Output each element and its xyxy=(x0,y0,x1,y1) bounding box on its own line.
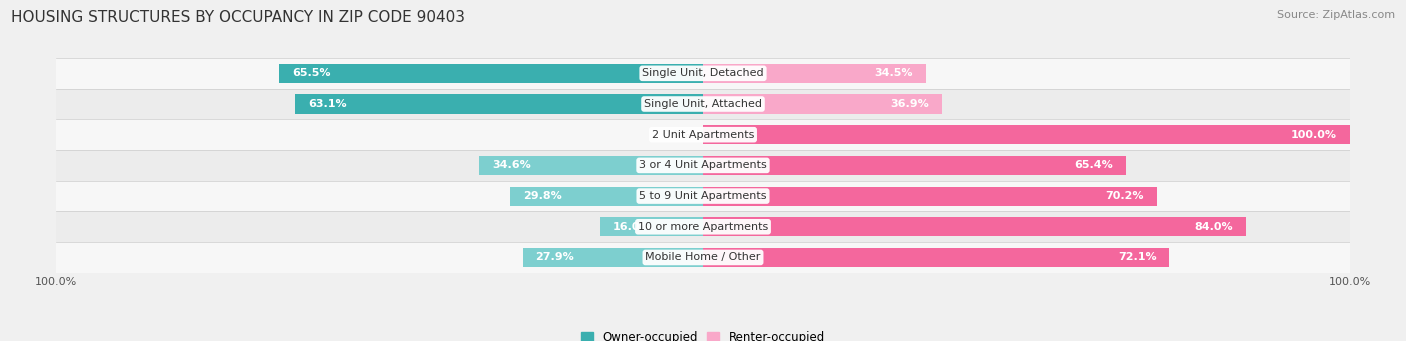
Text: 10 or more Apartments: 10 or more Apartments xyxy=(638,222,768,232)
Bar xyxy=(703,125,1350,144)
Text: 65.4%: 65.4% xyxy=(1074,160,1114,170)
Bar xyxy=(56,181,1350,211)
Bar xyxy=(295,94,703,114)
Text: 2 Unit Apartments: 2 Unit Apartments xyxy=(652,130,754,140)
Text: 3 or 4 Unit Apartments: 3 or 4 Unit Apartments xyxy=(640,160,766,170)
Bar xyxy=(703,94,942,114)
Text: 0.0%: 0.0% xyxy=(662,130,690,140)
Text: 65.5%: 65.5% xyxy=(292,68,330,78)
Bar xyxy=(56,58,1350,89)
Text: 29.8%: 29.8% xyxy=(523,191,562,201)
Text: 16.0%: 16.0% xyxy=(613,222,651,232)
Text: 70.2%: 70.2% xyxy=(1105,191,1144,201)
Text: HOUSING STRUCTURES BY OCCUPANCY IN ZIP CODE 90403: HOUSING STRUCTURES BY OCCUPANCY IN ZIP C… xyxy=(11,10,465,25)
Text: Single Unit, Attached: Single Unit, Attached xyxy=(644,99,762,109)
Bar xyxy=(703,187,1157,206)
Bar xyxy=(56,150,1350,181)
Text: Source: ZipAtlas.com: Source: ZipAtlas.com xyxy=(1277,10,1395,20)
Bar xyxy=(56,89,1350,119)
Text: 100.0%: 100.0% xyxy=(1291,130,1337,140)
Bar xyxy=(479,156,703,175)
Text: 36.9%: 36.9% xyxy=(890,99,929,109)
Text: 34.5%: 34.5% xyxy=(875,68,914,78)
Bar xyxy=(56,242,1350,273)
Bar xyxy=(56,211,1350,242)
Text: 72.1%: 72.1% xyxy=(1118,252,1156,263)
Bar xyxy=(510,187,703,206)
Bar xyxy=(280,64,703,83)
Bar xyxy=(523,248,703,267)
Text: 63.1%: 63.1% xyxy=(308,99,346,109)
Bar xyxy=(703,248,1170,267)
Bar xyxy=(56,119,1350,150)
Text: 34.6%: 34.6% xyxy=(492,160,531,170)
Text: 84.0%: 84.0% xyxy=(1195,222,1233,232)
Text: 27.9%: 27.9% xyxy=(536,252,574,263)
Bar xyxy=(599,217,703,236)
Bar xyxy=(703,64,927,83)
Bar xyxy=(703,217,1246,236)
Text: Mobile Home / Other: Mobile Home / Other xyxy=(645,252,761,263)
Legend: Owner-occupied, Renter-occupied: Owner-occupied, Renter-occupied xyxy=(576,326,830,341)
Text: 5 to 9 Unit Apartments: 5 to 9 Unit Apartments xyxy=(640,191,766,201)
Bar xyxy=(703,156,1126,175)
Text: Single Unit, Detached: Single Unit, Detached xyxy=(643,68,763,78)
